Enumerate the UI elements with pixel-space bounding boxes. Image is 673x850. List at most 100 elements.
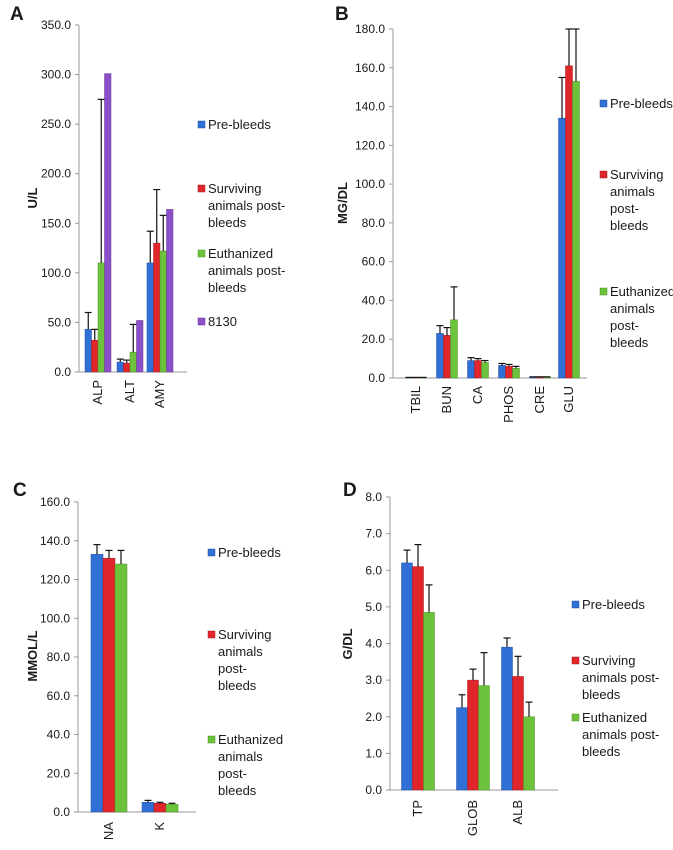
bar-pre-bleeds-k <box>141 802 155 813</box>
bar-8130-alp <box>104 73 112 373</box>
x-category-label: CRE <box>532 386 547 414</box>
bar-euthanized-animals-post-bleeds-phos <box>512 368 520 379</box>
legend-swatch <box>599 170 608 179</box>
bar-euthanized-animals-post-bleeds-glu <box>572 81 580 379</box>
bar-surviving-animals-post-bleeds-bun <box>443 335 451 379</box>
y-tick-label: 0.0 <box>54 365 71 379</box>
y-tick-label: 1.0 <box>365 746 382 760</box>
bar-euthanized-animals-post-bleeds-alb <box>523 716 535 791</box>
y-tick-label: 0.0 <box>53 805 70 819</box>
bar-euthanized-animals-post-bleeds-bun <box>450 319 458 379</box>
bar-pre-bleeds-phos <box>498 365 506 379</box>
y-tick-label: 150.0 <box>41 216 71 230</box>
y-tick-label: 4.0 <box>365 637 382 651</box>
legend-label: Euthanized animals post-bleeds <box>582 710 659 759</box>
legend-label: Surviving animals post-bleeds <box>218 627 271 693</box>
y-tick-label: 5.0 <box>365 600 382 614</box>
bar-pre-bleeds-alt <box>116 361 124 373</box>
legend-swatch <box>207 630 216 639</box>
panel-letter: A <box>10 4 24 25</box>
legend-label: 8130 <box>208 314 237 329</box>
bar-pre-bleeds-alp <box>84 329 92 373</box>
legend-swatch <box>207 548 216 557</box>
bar-pre-bleeds-amy <box>146 262 154 373</box>
bar-surviving-animals-post-bleeds-tp <box>412 566 424 791</box>
legend-label: Pre-bleeds <box>582 597 645 612</box>
y-tick-label: 60.0 <box>362 255 386 269</box>
x-category-label: AMY <box>152 380 167 409</box>
bar-euthanized-animals-post-bleeds-alp <box>97 262 105 373</box>
y-axis-title: MMOL/L <box>25 630 40 681</box>
legend-label: Euthanized animals post-bleeds <box>218 732 283 798</box>
legend-swatch <box>599 287 608 296</box>
y-tick-label: 300.0 <box>41 68 71 82</box>
legend-swatch <box>197 184 206 193</box>
y-tick-label: 80.0 <box>47 650 71 664</box>
y-tick-label: 120.0 <box>355 138 385 152</box>
x-category-label: K <box>152 822 167 831</box>
chart-panel-c: C 0.0 20.0 40.0 60.0 80.0 100.0 120.0 140.0 160.0… <box>13 480 283 840</box>
legend-label: Surviving animals post-bleeds <box>582 653 659 702</box>
legend-swatch <box>571 713 580 722</box>
legend-label: Euthanized animals post-bleeds <box>610 284 673 350</box>
bar-surviving-animals-post-bleeds-k <box>153 803 167 813</box>
y-tick-label: 160.0 <box>355 61 385 75</box>
bar-surviving-animals-post-bleeds-phos <box>505 366 513 379</box>
y-tick-label: 100.0 <box>40 611 70 625</box>
y-axis-title: U/L <box>25 187 40 208</box>
legend-swatch <box>197 120 206 129</box>
y-tick-label: 160.0 <box>40 495 70 509</box>
bar-pre-bleeds-glu <box>558 117 566 379</box>
y-tick-label: 6.0 <box>365 563 382 577</box>
bar-pre-bleeds-glob <box>456 707 468 791</box>
x-category-label: ALB <box>510 800 525 825</box>
y-tick-label: 2.0 <box>365 710 382 724</box>
x-category-label: PHOS <box>501 386 516 423</box>
y-tick-label: 100.0 <box>41 266 71 280</box>
bar-pre-bleeds-bun <box>436 333 444 379</box>
y-tick-label: 20.0 <box>362 332 386 346</box>
legend-swatch <box>571 600 580 609</box>
chart-panel-a: A 0.0 50.0 100.0 150.0 200.0 250.0 300.0 350.0 U/… <box>10 4 285 408</box>
bar-euthanized-animals-post-bleeds-na <box>114 563 128 813</box>
y-tick-label: 7.0 <box>365 527 382 541</box>
bar-pre-bleeds-ca <box>467 360 475 379</box>
bar-surviving-animals-post-bleeds-glu <box>565 65 573 379</box>
y-tick-label: 250.0 <box>41 117 71 131</box>
bar-surviving-animals-post-bleeds-alp <box>91 340 99 373</box>
legend-label: Euthanized animals post-bleeds <box>208 246 285 295</box>
legend-label: Pre-bleeds <box>610 96 673 111</box>
bar-8130-alt <box>136 320 144 373</box>
bar-euthanized-animals-post-bleeds-amy <box>159 250 167 373</box>
chart-panel-b: B 0.0 20.0 40.0 60.0 80.0 100.0 120.0 140.0 160.0… <box>335 4 673 423</box>
panel-letter: C <box>13 480 27 501</box>
y-axis-title: G/DL <box>340 628 355 659</box>
bar-surviving-animals-post-bleeds-na <box>102 557 116 813</box>
bar-euthanized-animals-post-bleeds-alt <box>129 351 137 373</box>
y-tick-label: 0.0 <box>365 783 382 797</box>
x-category-label: ALT <box>122 380 137 403</box>
bar-euthanized-animals-post-bleeds-tp <box>423 612 435 791</box>
bar-euthanized-animals-post-bleeds-k <box>165 804 179 813</box>
x-category-label: GLOB <box>465 800 480 836</box>
y-tick-label: 50.0 <box>48 315 72 329</box>
legend-swatch <box>197 317 206 326</box>
panel-letter: B <box>335 4 349 25</box>
legend-label: Pre-bleeds <box>208 117 271 132</box>
x-category-label: NA <box>101 822 116 840</box>
chart-panel-d: D 0.0 1.0 2.0 3.0 4.0 5.0 6.0 7.0 8.0 G/DL TP GLOB AL… <box>340 480 659 836</box>
y-tick-label: 200.0 <box>41 167 71 181</box>
y-tick-label: 3.0 <box>365 673 382 687</box>
y-tick-label: 180.0 <box>355 22 385 36</box>
y-tick-label: 140.0 <box>40 534 70 548</box>
y-tick-label: 100.0 <box>355 177 385 191</box>
y-tick-label: 8.0 <box>365 490 382 504</box>
bar-surviving-animals-post-bleeds-alb <box>512 676 524 791</box>
bar-pre-bleeds-alb <box>501 646 513 791</box>
legend-swatch <box>599 99 608 108</box>
bar-8130-amy <box>166 209 174 373</box>
y-tick-label: 60.0 <box>47 689 71 703</box>
legend-swatch <box>197 249 206 258</box>
x-category-label: GLU <box>561 386 576 413</box>
